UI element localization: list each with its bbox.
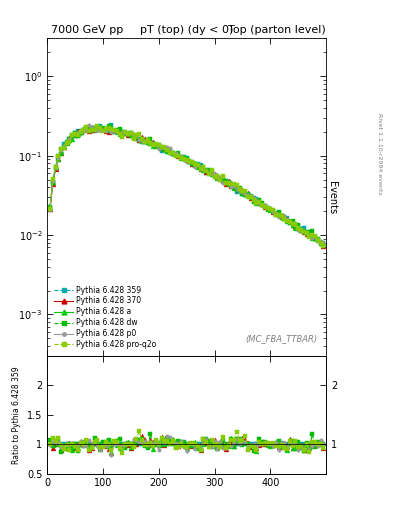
Legend: Pythia 6.428 359, Pythia 6.428 370, Pythia 6.428 a, Pythia 6.428 dw, Pythia 6.42: Pythia 6.428 359, Pythia 6.428 370, Pyth… — [51, 283, 160, 352]
Y-axis label: Events: Events — [327, 181, 337, 214]
Text: Rivet 1.1.10-r2984 events: Rivet 1.1.10-r2984 events — [377, 113, 382, 195]
Title: pT (top) (dy < 0): pT (top) (dy < 0) — [140, 25, 233, 35]
Text: Top (parton level): Top (parton level) — [228, 25, 326, 35]
Text: (MC_FBA_TTBAR): (MC_FBA_TTBAR) — [246, 334, 318, 343]
Text: 7000 GeV pp: 7000 GeV pp — [51, 25, 123, 35]
Y-axis label: Ratio to Pythia 6.428 359: Ratio to Pythia 6.428 359 — [12, 366, 21, 463]
